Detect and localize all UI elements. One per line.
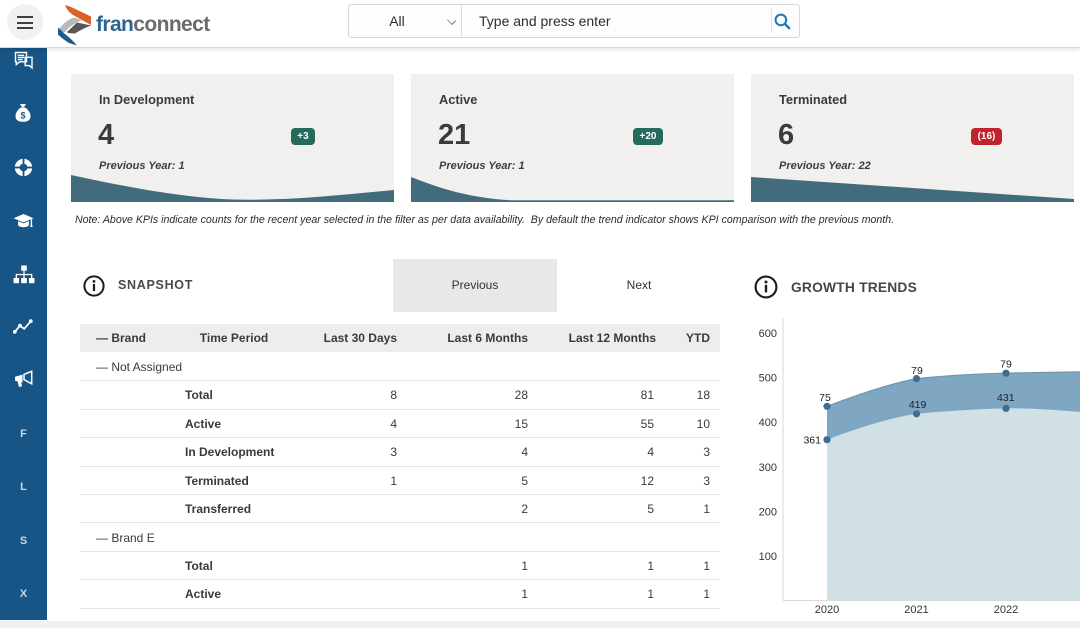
svg-text:2021: 2021 [904,604,928,616]
svg-text:431: 431 [997,392,1015,404]
svg-text:75: 75 [819,392,831,404]
svg-text:500: 500 [759,373,777,385]
svg-text:600: 600 [759,328,777,340]
svg-text:2022: 2022 [994,604,1018,616]
svg-text:79: 79 [1000,359,1012,371]
svg-text:2020: 2020 [815,604,839,616]
svg-text:361: 361 [803,435,821,447]
svg-text:79: 79 [911,365,923,377]
svg-text:300: 300 [759,462,777,474]
svg-text:200: 200 [759,506,777,518]
svg-text:$: $ [20,111,25,121]
svg-text:400: 400 [759,417,777,429]
svg-text:100: 100 [759,551,777,563]
svg-text:419: 419 [909,399,927,411]
